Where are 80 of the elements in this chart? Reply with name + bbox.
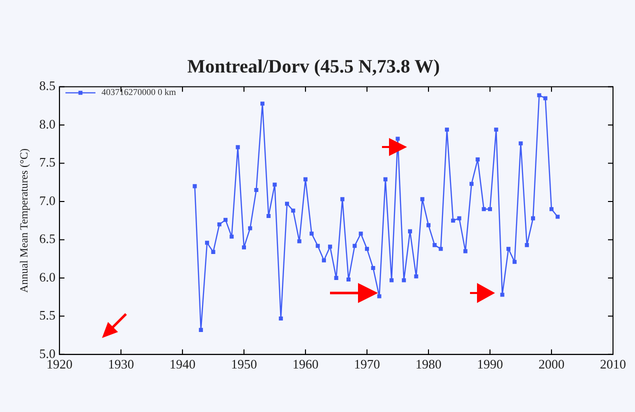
point: [192, 184, 197, 188]
x-tick-label: 1950: [230, 356, 257, 372]
point: [531, 216, 536, 220]
point: [512, 260, 517, 264]
point: [224, 218, 228, 222]
point: [266, 214, 271, 218]
point: [383, 177, 388, 182]
point: [556, 214, 560, 219]
point: [260, 102, 264, 106]
point: [316, 244, 320, 248]
point: [543, 96, 548, 100]
point: [334, 276, 338, 280]
y-tick-label: 8.0: [39, 116, 56, 132]
point: [272, 182, 277, 187]
point: [451, 218, 456, 223]
x-tick-label: 1960: [292, 356, 318, 372]
x-tick-label: 1980: [415, 356, 442, 372]
point: [322, 258, 326, 262]
y-tick-label: 6.0: [39, 269, 56, 284]
point: [254, 188, 258, 192]
legend-label: 403716270000 0 km: [101, 87, 176, 98]
point: [488, 207, 492, 212]
point: [414, 274, 418, 278]
point: [242, 245, 246, 250]
point: [291, 208, 296, 213]
x-tick-label: 1930: [108, 356, 134, 372]
y-tick-label: 7.5: [39, 154, 56, 170]
point: [457, 216, 462, 220]
x-tick-label: 1970: [354, 356, 380, 372]
y-axis-title: Annual Mean Temperatures (°C): [18, 148, 30, 293]
point: [470, 182, 474, 186]
point: [476, 157, 480, 162]
point: [198, 328, 203, 332]
y-tick-label: 8.5: [39, 78, 56, 94]
point: [438, 246, 443, 251]
point: [506, 246, 510, 251]
point: [248, 226, 252, 230]
y-tick-label: 7.0: [39, 192, 56, 208]
point: [285, 202, 290, 206]
point: [444, 128, 449, 132]
point: [205, 240, 210, 245]
point: [297, 239, 302, 244]
point: [390, 278, 394, 282]
point: [328, 244, 332, 249]
point: [230, 234, 234, 239]
point: [364, 246, 369, 251]
point: [371, 266, 376, 270]
point: [426, 223, 430, 228]
point: [303, 177, 308, 182]
point: [211, 250, 216, 254]
point: [310, 232, 314, 236]
y-tick-label: 6.5: [39, 231, 56, 246]
point: [377, 294, 382, 298]
point: [346, 277, 351, 282]
x-tick-label: 1990: [476, 356, 503, 372]
point: [500, 292, 504, 297]
x-tick-label: 2000: [538, 356, 564, 372]
point: [463, 249, 468, 254]
x-tick-label: 1940: [169, 356, 196, 372]
x-tick-label: 2010: [600, 356, 626, 372]
point: [537, 93, 542, 98]
point: [408, 229, 412, 234]
point: [352, 244, 357, 248]
y-tick-label: 5.0: [39, 346, 56, 361]
point: [482, 207, 486, 212]
point: [396, 136, 400, 141]
point: [236, 145, 240, 150]
point: [358, 232, 363, 236]
y-tick-label: 5.5: [39, 308, 56, 323]
point: [524, 243, 529, 248]
point: [402, 278, 406, 282]
point: [549, 207, 554, 212]
point: [278, 316, 283, 320]
point: [217, 222, 222, 226]
point: [494, 128, 498, 132]
point: [420, 197, 424, 202]
chart-title: Montreal/Dorv (45.5 N,73.8 W): [187, 56, 440, 78]
point: [340, 197, 344, 202]
point: [518, 141, 523, 146]
point: [432, 243, 437, 248]
